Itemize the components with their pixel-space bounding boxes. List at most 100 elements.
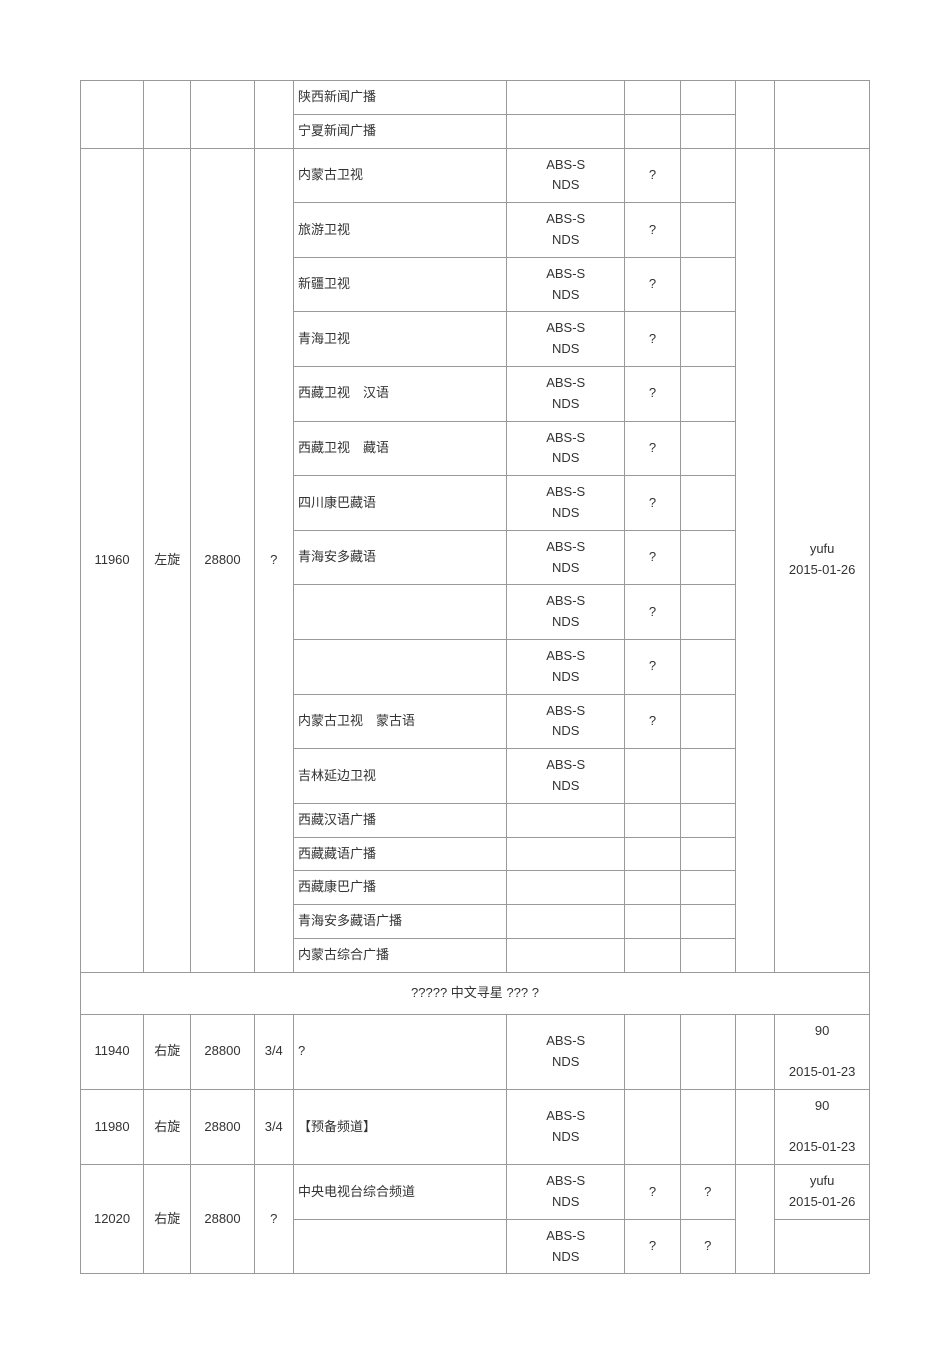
beam-cell [735, 81, 774, 149]
enc-cell [507, 871, 625, 905]
apid-cell [680, 203, 735, 258]
sr-cell: 28800 [191, 1165, 254, 1274]
enc-cell: ABS-SNDS [507, 1089, 625, 1164]
channel-name: 西藏汉语广播 [293, 803, 506, 837]
channel-name: 内蒙古卫视 蒙古语 [293, 694, 506, 749]
apid-cell [680, 114, 735, 148]
freq-cell: 11980 [81, 1089, 144, 1164]
channel-name: 陕西新闻广播 [293, 81, 506, 115]
source-cell [775, 81, 870, 149]
fec-cell: 3/4 [254, 1089, 293, 1164]
enc-cell: ABS-SNDS [507, 1165, 625, 1220]
channel-name: 内蒙古卫视 [293, 148, 506, 203]
channel-name [293, 1219, 506, 1274]
source-cell: yufu2015-01-26 [775, 1165, 870, 1220]
apid-cell [680, 871, 735, 905]
channel-name: 西藏康巴广播 [293, 871, 506, 905]
channel-name [293, 639, 506, 694]
freq-cell: 11940 [81, 1014, 144, 1089]
enc-cell: ABS-SNDS [507, 366, 625, 421]
channel-name: 西藏卫视 汉语 [293, 366, 506, 421]
fec-cell [254, 81, 293, 149]
enc-cell: ABS-SNDS [507, 585, 625, 640]
apid-cell [680, 749, 735, 804]
vpid-cell [625, 837, 680, 871]
sr-cell: 28800 [191, 1014, 254, 1089]
enc-cell [507, 114, 625, 148]
vpid-cell: ? [625, 312, 680, 367]
pol-cell: 左旋 [144, 148, 191, 972]
enc-cell: ABS-SNDS [507, 257, 625, 312]
source-cell [775, 1219, 870, 1274]
enc-cell: ABS-SNDS [507, 749, 625, 804]
channel-name: 旅游卫视 [293, 203, 506, 258]
enc-cell: ABS-SNDS [507, 1014, 625, 1089]
apid-cell [680, 81, 735, 115]
enc-cell: ABS-SNDS [507, 476, 625, 531]
apid-cell: ? [680, 1165, 735, 1220]
channel-name: 青海卫视 [293, 312, 506, 367]
apid-cell [680, 421, 735, 476]
vpid-cell: ? [625, 421, 680, 476]
apid-cell [680, 312, 735, 367]
beam-cell [735, 1165, 774, 1274]
channel-name: 西藏藏语广播 [293, 837, 506, 871]
vpid-cell: ? [625, 639, 680, 694]
apid-cell [680, 837, 735, 871]
fec-cell: 3/4 [254, 1014, 293, 1089]
vpid-cell: ? [625, 694, 680, 749]
vpid-cell [625, 938, 680, 972]
source-cell: yufu2015-01-26 [775, 148, 870, 972]
vpid-cell: ? [625, 1219, 680, 1274]
pol-cell [144, 81, 191, 149]
freq-cell: 12020 [81, 1165, 144, 1274]
enc-cell: ABS-SNDS [507, 1219, 625, 1274]
apid-cell [680, 530, 735, 585]
source-cell: 90 2015-01-23 [775, 1014, 870, 1089]
vpid-cell: ? [625, 476, 680, 531]
apid-cell [680, 639, 735, 694]
channel-name [293, 585, 506, 640]
channel-name: ? [293, 1014, 506, 1089]
apid-cell [680, 694, 735, 749]
vpid-cell [625, 871, 680, 905]
vpid-cell: ? [625, 203, 680, 258]
apid-cell [680, 148, 735, 203]
vpid-cell: ? [625, 585, 680, 640]
beam-cell [735, 1089, 774, 1164]
channel-name: 四川康巴藏语 [293, 476, 506, 531]
channel-name: 内蒙古综合广播 [293, 938, 506, 972]
enc-cell: ABS-SNDS [507, 203, 625, 258]
fec-cell: ? [254, 148, 293, 972]
apid-cell [680, 905, 735, 939]
source-cell: 90 2015-01-23 [775, 1089, 870, 1164]
vpid-cell: ? [625, 257, 680, 312]
enc-cell [507, 837, 625, 871]
channel-name: 宁夏新闻广播 [293, 114, 506, 148]
channel-name: 青海安多藏语 [293, 530, 506, 585]
vpid-cell: ? [625, 148, 680, 203]
vpid-cell: ? [625, 366, 680, 421]
apid-cell [680, 938, 735, 972]
vpid-cell: ? [625, 1165, 680, 1220]
freq-cell: 11960 [81, 148, 144, 972]
vpid-cell [625, 114, 680, 148]
enc-cell: ABS-SNDS [507, 312, 625, 367]
pol-cell: 右旋 [144, 1165, 191, 1274]
pol-cell: 右旋 [144, 1089, 191, 1164]
channel-name: 中央电视台综合频道 [293, 1165, 506, 1220]
vpid-cell [625, 81, 680, 115]
beam-cell [735, 148, 774, 972]
beam-cell [735, 1014, 774, 1089]
apid-cell [680, 366, 735, 421]
sr-cell: 28800 [191, 1089, 254, 1164]
apid-cell [680, 803, 735, 837]
enc-cell [507, 803, 625, 837]
separator-row: ????? 中文寻星 ??? ? [81, 972, 870, 1014]
enc-cell: ABS-SNDS [507, 639, 625, 694]
vpid-cell [625, 1089, 680, 1164]
apid-cell [680, 257, 735, 312]
vpid-cell: ? [625, 530, 680, 585]
fec-cell: ? [254, 1165, 293, 1274]
apid-cell [680, 1014, 735, 1089]
